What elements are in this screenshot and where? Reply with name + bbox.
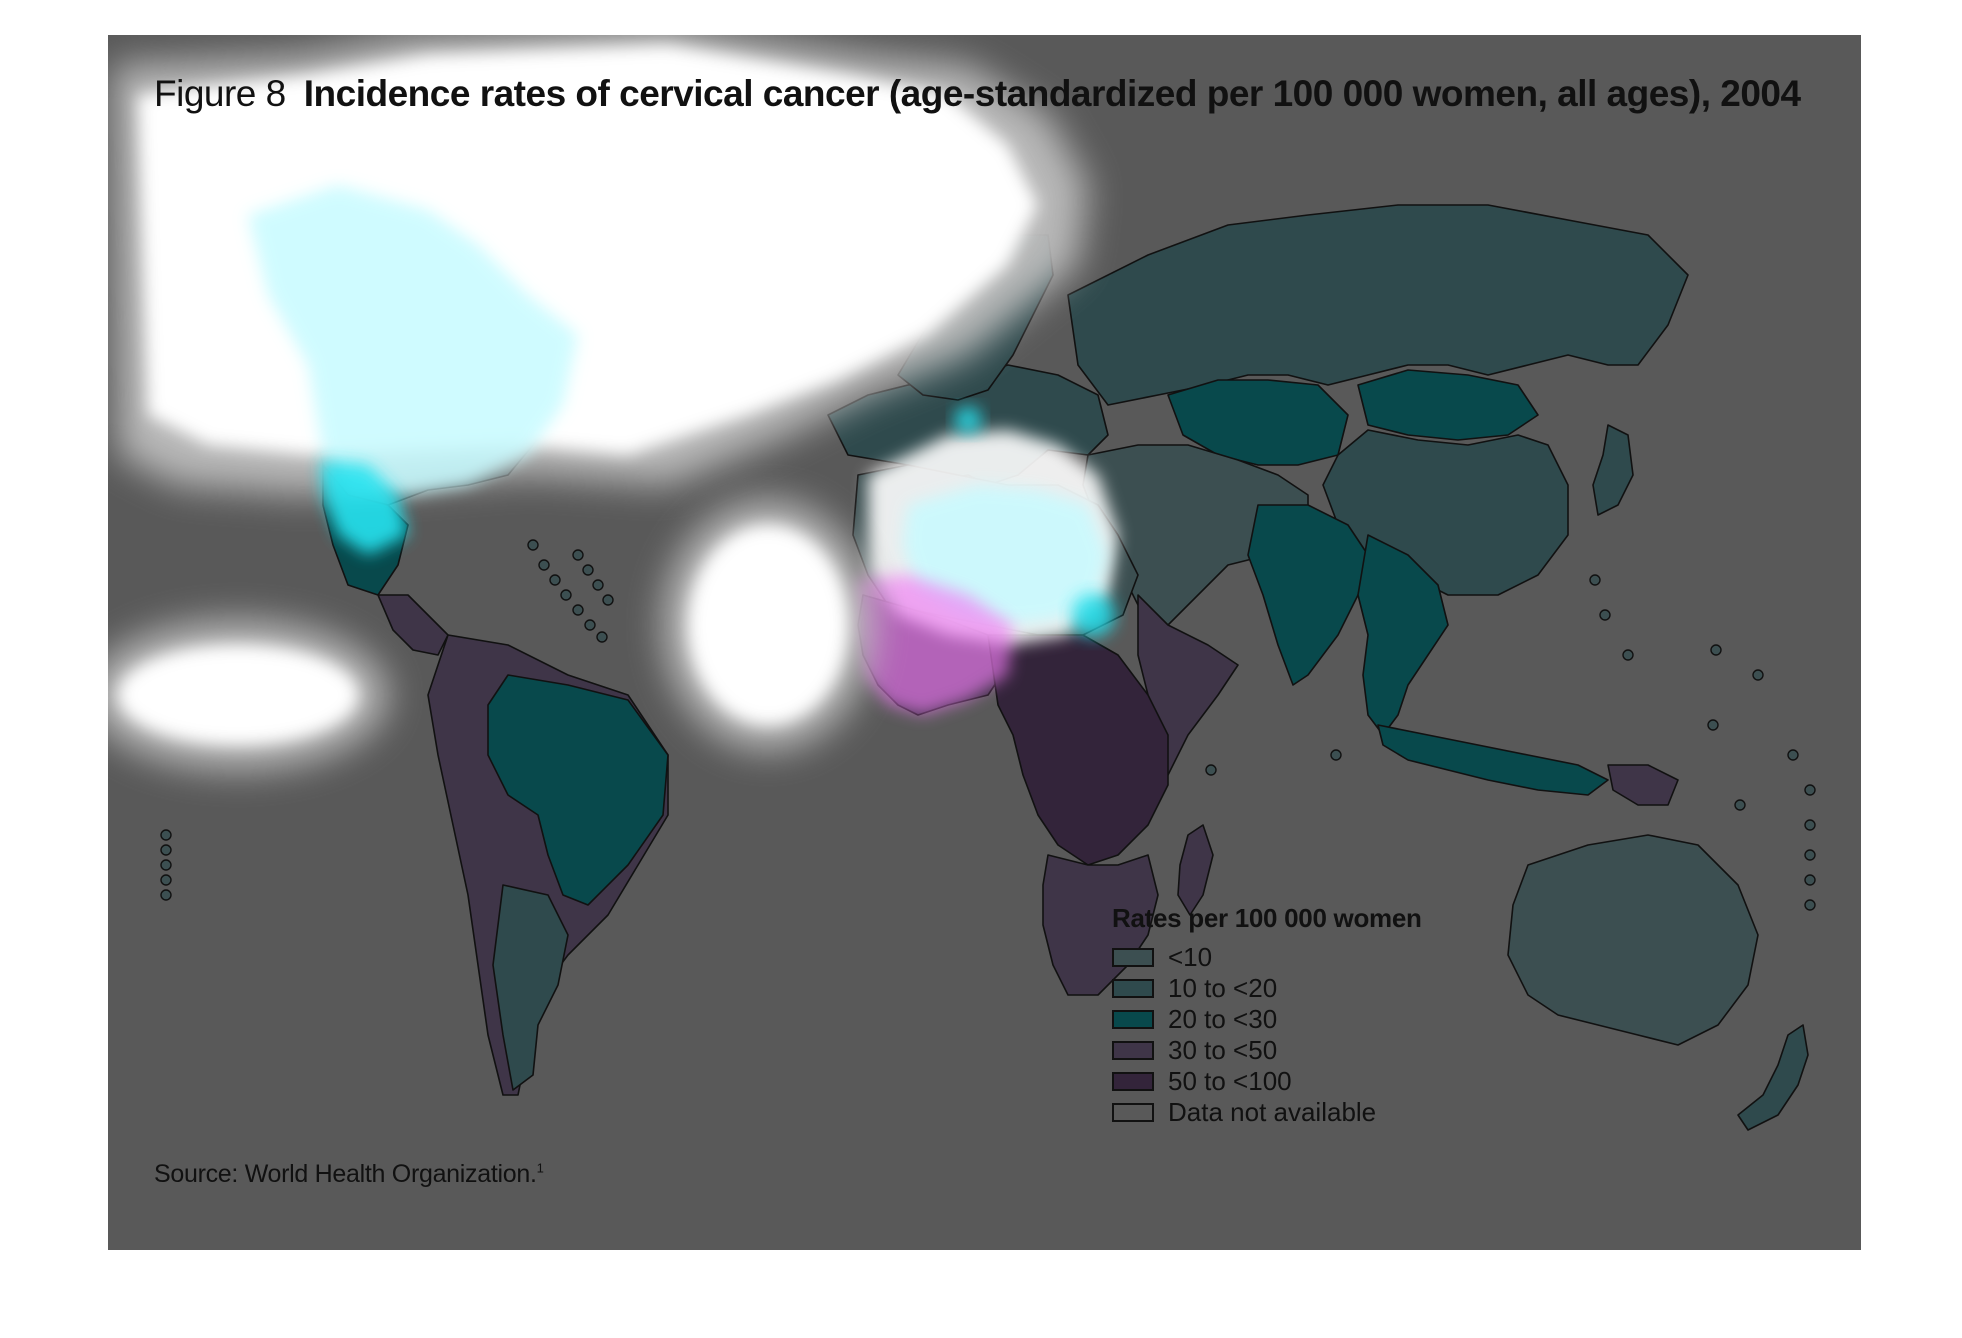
island-marker: [596, 631, 608, 643]
overlay-atlantic-halo: [663, 500, 873, 750]
legend-item: 20 to <30: [1112, 1004, 1422, 1035]
legend-swatch: [1112, 948, 1154, 967]
legend-item: <10: [1112, 942, 1422, 973]
region-southeast-asia: [1357, 534, 1449, 736]
region-argentina: [492, 884, 569, 1091]
legend-swatch: [1112, 1010, 1154, 1029]
island-marker: [1205, 764, 1217, 776]
island-marker: [572, 549, 584, 561]
region-mongolia: [1357, 369, 1539, 441]
legend-label: 10 to <20: [1168, 973, 1278, 1003]
region-india: [1247, 504, 1369, 686]
island-marker: [1589, 574, 1601, 586]
legend-label: 20 to <30: [1168, 1004, 1278, 1034]
island-marker: [560, 589, 572, 601]
source-note: Source: World Health Organization.1: [154, 1160, 544, 1189]
map-legend: Rates per 100 000 women <10 10 to <20 20 t…: [1112, 903, 1422, 1128]
region-alaska: [162, 184, 314, 306]
island-marker: [1710, 644, 1722, 656]
island-marker: [592, 579, 604, 591]
region-brazil: [487, 674, 669, 906]
island-marker: [160, 889, 172, 901]
overlay-pacific-halo: [108, 620, 388, 770]
figure-number: Figure 8: [154, 73, 286, 114]
island-marker: [584, 619, 596, 631]
region-central-america: [377, 594, 449, 656]
overlay-pacific-white: [118, 645, 358, 745]
island-marker: [582, 564, 594, 576]
legend-swatch: [1112, 1041, 1154, 1060]
small-islands: [160, 539, 1816, 911]
figure-title-text: Incidence rates of cervical cancer (age-…: [303, 73, 1801, 114]
map-figure: Figure 8 Incidence rates of cervical canc…: [108, 35, 1861, 1250]
region-australia: [1507, 834, 1759, 1046]
island-marker: [1804, 849, 1816, 861]
overlay-atlantic-white: [688, 525, 848, 725]
region-indonesia: [1377, 724, 1609, 796]
island-marker: [1804, 819, 1816, 831]
island-marker: [572, 604, 584, 616]
island-marker: [1752, 669, 1764, 681]
legend-label: <10: [1168, 942, 1213, 972]
island-marker: [538, 559, 550, 571]
island-marker: [602, 594, 614, 606]
island-marker: [1804, 784, 1816, 796]
region-central-africa: [987, 634, 1169, 866]
island-marker: [1330, 749, 1342, 761]
source-reference: 1: [536, 1160, 544, 1176]
legend-label: 50 to <100: [1168, 1066, 1292, 1096]
legend-swatch: [1112, 1072, 1154, 1091]
region-png: [1607, 764, 1679, 806]
legend-item: 30 to <50: [1112, 1035, 1422, 1066]
island-marker: [160, 844, 172, 856]
island-marker: [1787, 749, 1799, 761]
island-marker: [1622, 649, 1634, 661]
legend-item: 10 to <20: [1112, 973, 1422, 1004]
island-marker: [160, 874, 172, 886]
island-marker: [1734, 799, 1746, 811]
legend-item: Data not available: [1112, 1097, 1422, 1128]
island-marker: [1804, 899, 1816, 911]
figure-title: Figure 8 Incidence rates of cervical canc…: [154, 73, 1801, 115]
legend-label: 30 to <50: [1168, 1035, 1278, 1065]
island-marker: [160, 859, 172, 871]
island-marker: [1804, 874, 1816, 886]
legend-swatch: [1112, 979, 1154, 998]
island-marker: [1599, 609, 1611, 621]
island-marker: [160, 829, 172, 841]
region-madagascar: [1177, 824, 1214, 916]
region-japan: [1592, 424, 1634, 516]
island-marker: [549, 574, 561, 586]
region-new-zealand: [1737, 1024, 1809, 1131]
legend-title: Rates per 100 000 women: [1112, 903, 1422, 933]
legend-label: Data not available: [1168, 1097, 1377, 1127]
legend-item: 50 to <100: [1112, 1066, 1422, 1097]
legend-swatch: [1112, 1103, 1154, 1122]
island-marker: [1707, 719, 1719, 731]
region-russia: [1067, 204, 1689, 406]
island-marker: [527, 539, 539, 551]
world-map: [108, 35, 1816, 1131]
source-text: Source: World Health Organization.: [154, 1160, 537, 1188]
